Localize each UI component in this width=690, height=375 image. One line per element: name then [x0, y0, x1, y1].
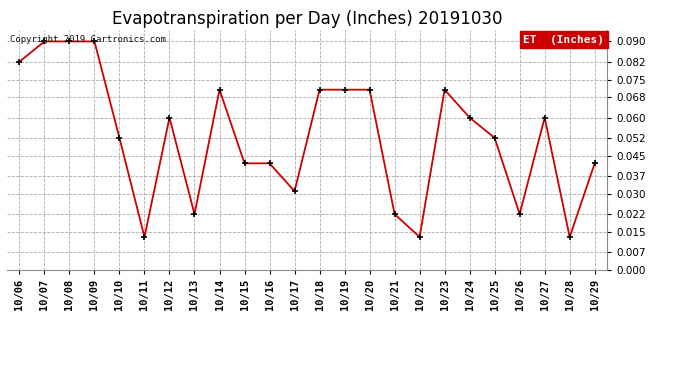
Text: Copyright 2019 Cartronics.com: Copyright 2019 Cartronics.com: [10, 35, 166, 44]
Title: Evapotranspiration per Day (Inches) 20191030: Evapotranspiration per Day (Inches) 2019…: [112, 10, 502, 28]
Text: ET  (Inches): ET (Inches): [523, 35, 604, 45]
